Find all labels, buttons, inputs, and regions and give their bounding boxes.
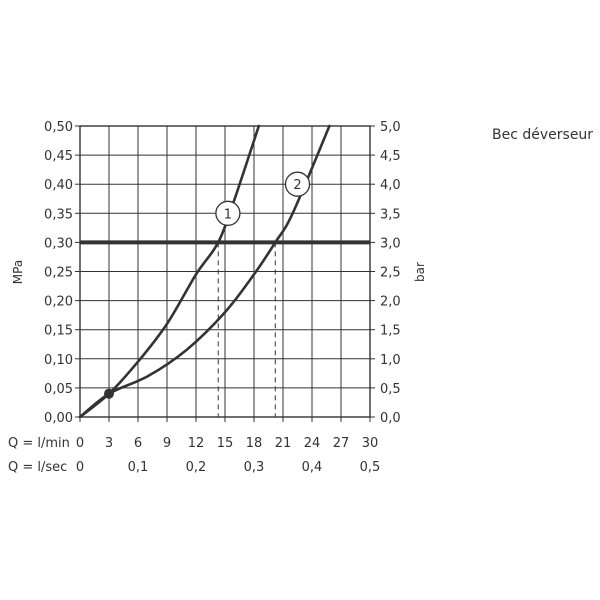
y-left-tick-label: 0,45 [44,149,73,164]
x-axis-secondary-label: Q = l/sec [8,460,67,475]
x-tick-label: 6 [134,436,142,451]
x-tick-label: 9 [163,436,171,451]
x-secondary-tick-label: 0,1 [128,460,149,475]
tick-labels: 0 3 6 9 12 15 18 21 24 27 300 0,1 0,2 0,3 0,4 0,50,00 0,… [44,120,401,475]
plot-frame [79,125,371,418]
series-label-circle [215,200,241,226]
x-tick-label: 15 [217,436,234,451]
x-tick-label: 18 [246,436,263,451]
y-right-tick-label: 5,0 [380,120,401,135]
y-right-tick-label: 4,5 [380,149,401,164]
x-tick-label: 30 [362,436,379,451]
y-left-tick-label: 0,25 [44,266,73,281]
x-secondary-tick-label: 0,5 [360,460,381,475]
x-secondary-tick-label: 0,2 [186,460,207,475]
series-labels: 12 [215,171,311,226]
y-left-tick-label: 0,10 [44,353,73,368]
dashed-drop-lines [217,242,276,417]
y-left-tick-label: 0,35 [44,207,73,222]
pressure-curves [78,124,331,419]
y-right-tick-label: 0,5 [380,382,401,397]
y-right-tick-label: 0,0 [380,411,401,426]
y-right-tick-label: 2,5 [380,266,401,281]
x-secondary-tick-label: 0 [76,460,84,475]
y-right-tick-label: 3,5 [380,207,401,222]
x-tick-label: 24 [304,436,321,451]
series-label-text: 1 [224,207,232,222]
y-left-tick-label: 0,05 [44,382,73,397]
y-left-tick-label: 0,30 [44,236,73,251]
chart-title: Bec déverseur [492,127,593,143]
grid-lines [80,126,370,417]
curve-series-2 [78,124,331,419]
y-right-tick-label: 2,0 [380,295,401,310]
x-tick-label: 21 [275,436,292,451]
y-right-tick-label: 1,0 [380,353,401,368]
y-left-tick-label: 0,40 [44,178,73,193]
x-tick-label: 0 [76,436,84,451]
x-tick-label: 27 [333,436,350,451]
series-label-text: 2 [293,178,301,193]
y-axis-right-label: bar [413,262,427,282]
x-secondary-tick-label: 0,3 [244,460,265,475]
start-marker-dot [104,388,114,399]
y-right-tick-label: 1,5 [380,324,401,339]
x-axis-primary-label: Q = l/min [8,436,70,451]
y-left-tick-label: 0,15 [44,324,73,339]
x-tick-label: 12 [188,436,205,451]
series-label-circle [284,171,311,197]
axis-ticks [75,125,375,422]
x-secondary-tick-label: 0,4 [302,460,323,475]
y-left-tick-label: 0,50 [44,120,73,135]
y-left-tick-label: 0,20 [44,295,73,310]
x-tick-label: 3 [105,436,113,451]
y-right-tick-label: 3,0 [380,236,401,251]
y-axis-left-label: MPa [11,260,25,284]
y-left-tick-label: 0,00 [44,411,73,426]
y-right-tick-label: 4,0 [380,178,401,193]
